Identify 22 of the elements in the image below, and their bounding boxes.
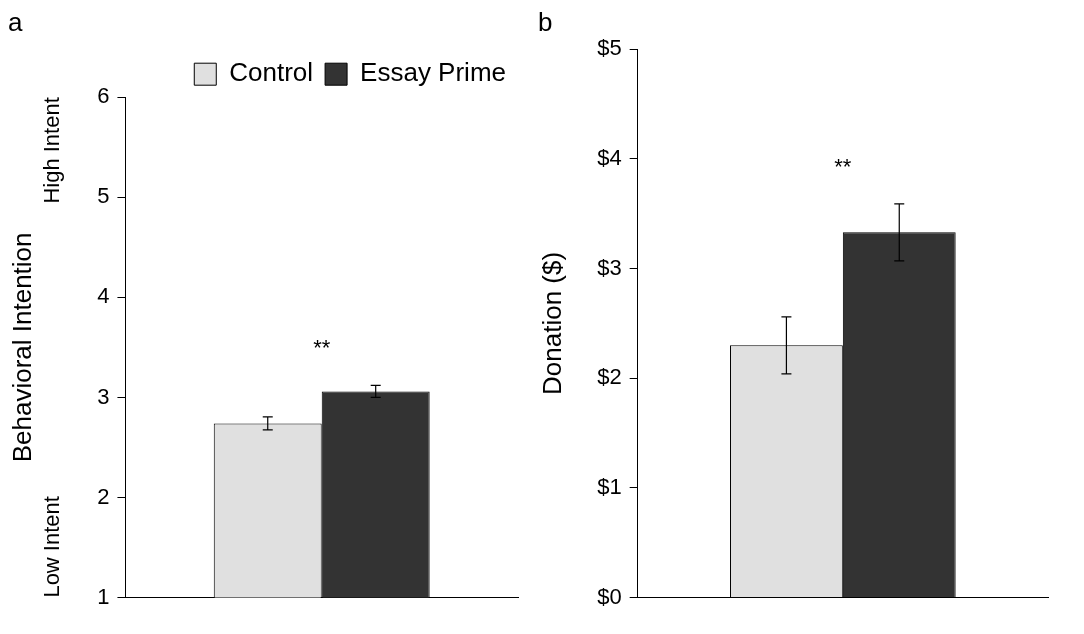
y-tick-label: $1 [597,473,622,499]
text: High Intent [39,97,65,204]
y-tick-label: $3 [597,254,622,280]
legend-label: Control [229,57,314,88]
y-tick-label: 3 [97,383,110,409]
chart-title: a [8,6,23,37]
annotation: ** [834,153,852,179]
y-tick-label: 6 [97,83,110,109]
y-axis-title: Behavioral Intention [6,232,37,463]
y-tick-label: 2 [97,483,110,509]
y-tick-label: 4 [97,283,110,309]
chart-title: b [538,6,553,37]
y-tick-label: $2 [597,364,622,390]
y-tick-label: $4 [597,144,622,170]
text: Low Intent [39,496,65,598]
y-tick-label: $0 [597,583,622,609]
y-axis-title: Donation ($) [536,251,567,395]
y-tick-label: 5 [97,183,110,209]
y-tick-label: 1 [97,583,110,609]
legend-label: Essay Prime [360,57,506,88]
annotation: ** [313,335,331,361]
y-tick-label: $5 [597,35,622,61]
